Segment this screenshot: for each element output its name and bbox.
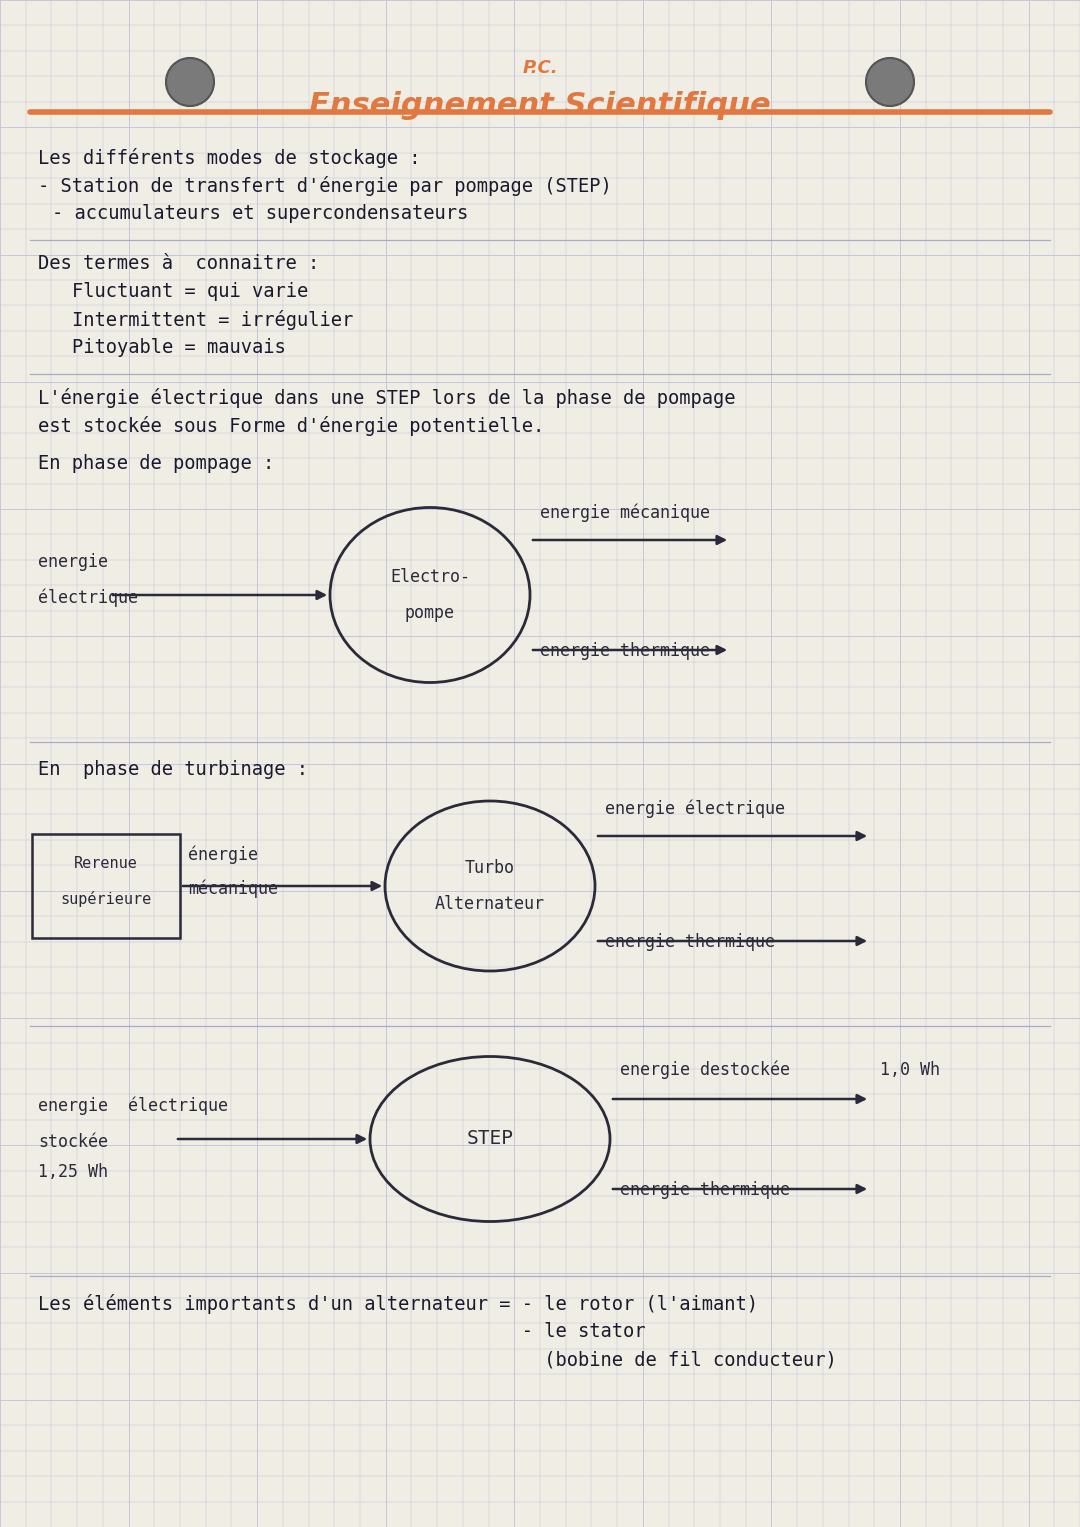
Text: Des termes à  connaitre :: Des termes à connaitre : <box>38 253 320 273</box>
Text: energie thermique: energie thermique <box>540 641 710 660</box>
Text: energie mécanique: energie mécanique <box>540 504 710 522</box>
Text: energie thermique: energie thermique <box>620 1180 789 1199</box>
Text: energie: energie <box>38 553 108 571</box>
Text: energie électrique: energie électrique <box>605 800 785 818</box>
Text: energie  électrique: energie électrique <box>38 1096 228 1115</box>
Text: pompe: pompe <box>405 605 455 621</box>
Text: Rerenue: Rerenue <box>75 857 138 872</box>
Text: stockée: stockée <box>38 1133 108 1151</box>
Circle shape <box>166 58 214 105</box>
Text: - Station de transfert d'énergie par pompage (STEP): - Station de transfert d'énergie par pom… <box>38 176 611 195</box>
Text: Enseignement Scientifique: Enseignement Scientifique <box>309 90 771 119</box>
Text: STEP: STEP <box>467 1130 513 1148</box>
Text: énergie: énergie <box>188 846 258 864</box>
Circle shape <box>866 58 914 105</box>
Text: Les différents modes de stockage :: Les différents modes de stockage : <box>38 148 420 168</box>
Text: 1,0 Wh: 1,0 Wh <box>880 1061 940 1080</box>
Text: supérieure: supérieure <box>60 890 151 907</box>
Text: Les éléments importants d'un alternateur = - le rotor (l'aimant): Les éléments importants d'un alternateur… <box>38 1293 758 1315</box>
Text: Alternateur: Alternateur <box>435 895 545 913</box>
Text: energie thermique: energie thermique <box>605 933 775 951</box>
Text: - le stator: - le stator <box>38 1322 646 1341</box>
Text: 1,25 Wh: 1,25 Wh <box>38 1164 108 1180</box>
Text: energie destockée: energie destockée <box>620 1060 789 1080</box>
Text: L'énergie électrique dans une STEP lors de la phase de pompage: L'énergie électrique dans une STEP lors … <box>38 388 735 408</box>
Text: Electro-: Electro- <box>390 568 470 586</box>
Text: Fluctuant = qui varie: Fluctuant = qui varie <box>72 282 308 301</box>
Text: électrique: électrique <box>38 588 138 608</box>
Text: mécanique: mécanique <box>188 880 278 898</box>
Text: Intermittent = irrégulier: Intermittent = irrégulier <box>72 310 353 330</box>
Text: En  phase de turbinage :: En phase de turbinage : <box>38 760 308 779</box>
Text: (bobine de fil conducteur): (bobine de fil conducteur) <box>38 1350 837 1370</box>
Text: Pitoyable = mauvais: Pitoyable = mauvais <box>72 337 286 357</box>
Text: est stockée sous Forme d'énergie potentielle.: est stockée sous Forme d'énergie potenti… <box>38 415 544 437</box>
Text: P.C.: P.C. <box>523 60 557 76</box>
Bar <box>32 834 180 938</box>
Text: En phase de pompage :: En phase de pompage : <box>38 454 274 473</box>
Text: Turbo: Turbo <box>465 860 515 876</box>
Text: - accumulateurs et supercondensateurs: - accumulateurs et supercondensateurs <box>52 205 469 223</box>
